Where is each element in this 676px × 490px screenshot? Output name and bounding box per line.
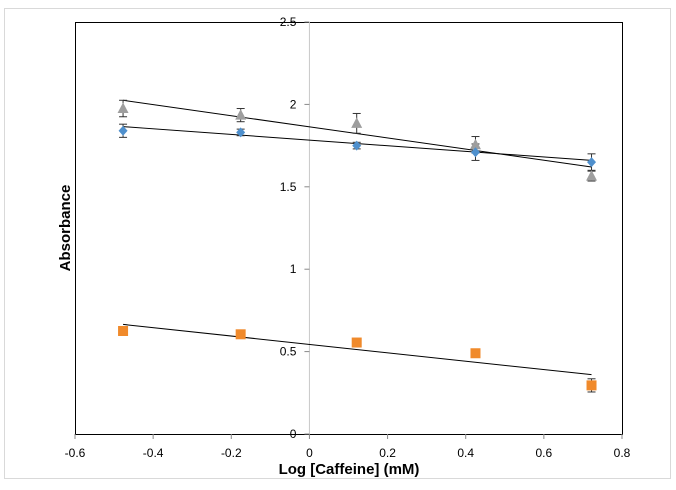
y-tick-label: 2 [290, 97, 297, 111]
x-tick-label: -0.4 [143, 446, 164, 460]
y-tick-label: 1.5 [280, 180, 297, 194]
x-tick-label: 0.6 [536, 446, 553, 460]
data-point-diamond [587, 157, 597, 168]
data-point-triangle [235, 109, 247, 120]
x-tick-label: 0.2 [379, 446, 396, 460]
x-axis-title: Log [Caffeine] (mM) [279, 461, 420, 478]
data-point-triangle [469, 138, 481, 150]
data-point-square [118, 326, 129, 336]
y-tick-label: 0 [290, 427, 297, 441]
data-point-diamond [470, 147, 480, 158]
y-tick-label: 2.5 [280, 15, 297, 29]
data-point-diamond [118, 125, 128, 136]
x-tick-label: -0.2 [221, 446, 242, 460]
data-markers [117, 102, 598, 391]
data-point-triangle [351, 117, 363, 128]
y-tick-label: 0.5 [280, 345, 297, 359]
data-point-triangle [586, 170, 598, 181]
x-tick-label: -0.6 [65, 446, 86, 460]
data-point-square [586, 380, 597, 391]
axes [74, 21, 623, 439]
trendline-series-3 [123, 323, 592, 376]
data-point-square [470, 348, 481, 359]
y-tick-label: 1 [290, 262, 297, 276]
y-axis-title: Absorbance [57, 185, 74, 272]
x-tick-label: 0 [306, 446, 313, 460]
data-point-diamond [236, 127, 246, 138]
x-tick-label: 0.8 [614, 446, 631, 460]
tick-labels: 0 0.5 1 1.5 2 2.5 -0.6 -0.4 -0.2 0 0.2 0.4 0.6 0.8 [65, 15, 631, 460]
data-point-square [351, 337, 362, 348]
chart-outer-border [4, 8, 671, 479]
plot-area-border [75, 22, 623, 435]
data-point-triangle [117, 102, 129, 114]
data-point-square [235, 329, 246, 340]
x-tick-label: 0.4 [457, 446, 474, 460]
data-point-diamond [352, 140, 362, 151]
